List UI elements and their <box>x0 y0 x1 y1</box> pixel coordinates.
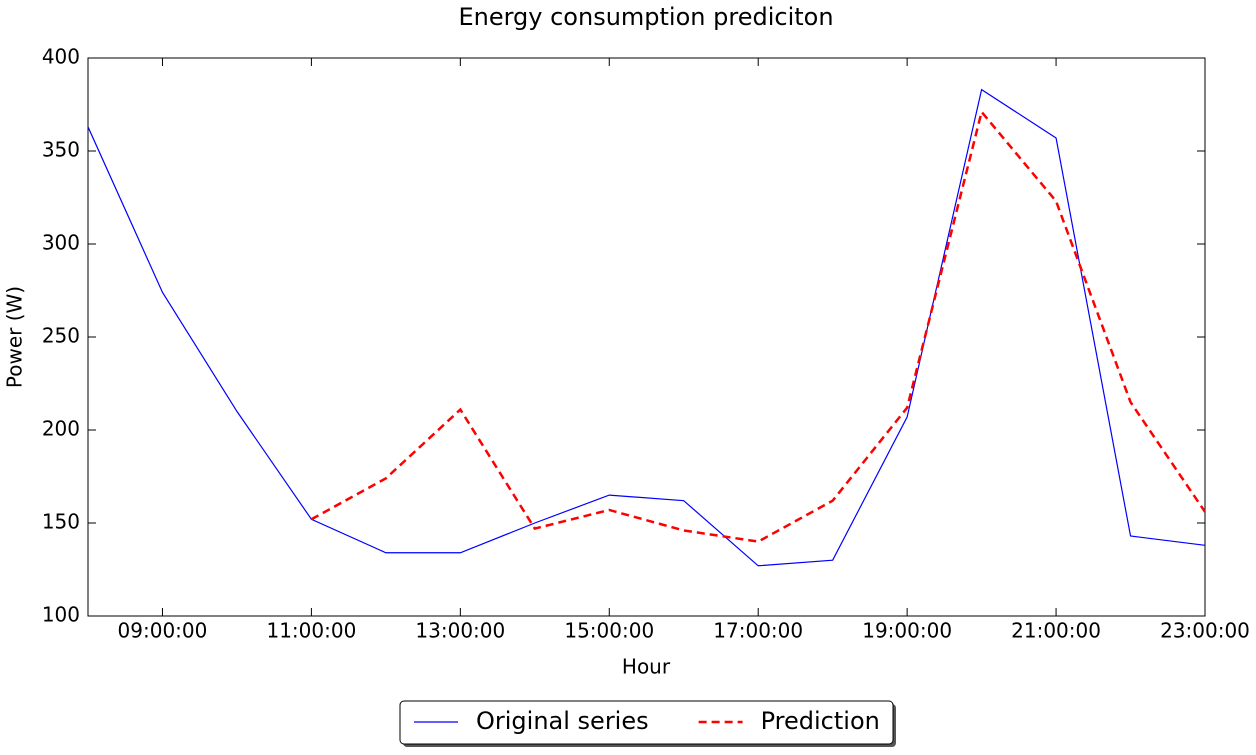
y-tick-label: 250 <box>42 324 80 348</box>
x-tick-label: 23:00:00 <box>1160 619 1250 643</box>
x-tick-label: 15:00:00 <box>564 619 654 643</box>
x-tick-label: 21:00:00 <box>1011 619 1101 643</box>
x-tick-label: 17:00:00 <box>713 619 803 643</box>
plot-area <box>87 57 1206 617</box>
x-tick-label: 19:00:00 <box>862 619 952 643</box>
legend-label: Original series <box>476 707 649 735</box>
x-axis-label: Hour <box>622 655 671 679</box>
legend-box <box>399 700 894 745</box>
y-tick-label: 400 <box>42 45 80 69</box>
y-tick-label: 150 <box>42 510 80 534</box>
x-tick-label: 13:00:00 <box>415 619 505 643</box>
x-tick-label: 09:00:00 <box>118 619 208 643</box>
y-tick-label: 100 <box>42 603 80 627</box>
series-line <box>310 109 1207 543</box>
y-tick-label: 350 <box>42 138 80 162</box>
legend-label: Prediction <box>761 707 880 735</box>
x-tick-label: 11:00:00 <box>266 619 356 643</box>
chart-title: Energy consumption prediciton <box>458 3 833 31</box>
y-tick-label: 200 <box>42 417 80 441</box>
series-line <box>87 88 1206 567</box>
legend: Original series Prediction <box>399 700 896 747</box>
y-tick-label: 300 <box>42 231 80 255</box>
y-axis-label: Power (W) <box>3 286 27 388</box>
